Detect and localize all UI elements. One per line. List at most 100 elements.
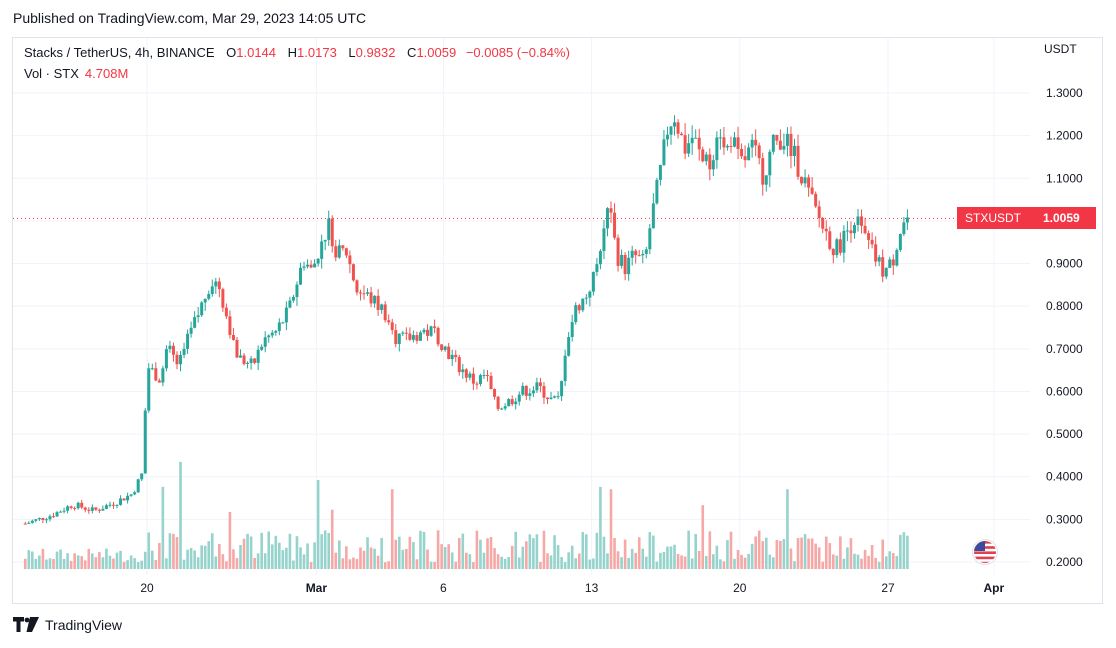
candle-body (542, 386, 546, 398)
volume-bar (673, 544, 676, 569)
candle-body (556, 396, 560, 398)
candle-body (845, 230, 849, 232)
volume-bar (747, 553, 750, 569)
candle-body (217, 281, 221, 290)
volume-bar (697, 550, 701, 569)
volume-bar (419, 530, 422, 569)
volume-bar (48, 558, 52, 569)
candle-body (641, 253, 645, 256)
volume-bar (902, 532, 906, 569)
volume-bar (807, 538, 810, 569)
volume-bar (461, 533, 465, 569)
candle-body (37, 517, 41, 520)
volume-bar (542, 530, 546, 569)
candle-body (616, 237, 620, 266)
ohlc-legend: Stacks / TetherUS, 4h, BINANCE O1.0144 H… (24, 45, 570, 60)
volume-bar (560, 557, 563, 569)
volume-bar (567, 552, 570, 569)
candle-body (637, 255, 641, 257)
candle-body (817, 206, 821, 218)
candle-body (97, 509, 101, 511)
volume-bar (634, 552, 638, 569)
us-flag-icon[interactable] (972, 539, 998, 565)
tradingview-logo-icon (13, 617, 39, 632)
volume-bar (355, 558, 359, 569)
candle-body (803, 177, 807, 184)
candle-body (380, 304, 384, 310)
candle-body (895, 249, 899, 266)
volume-bar (719, 559, 722, 569)
volume-bar (525, 541, 528, 569)
volume-bar (306, 543, 309, 569)
candle-body (387, 320, 391, 323)
volume-bar (235, 558, 239, 569)
candle-body (200, 302, 204, 316)
volume-bar (496, 554, 500, 569)
volume-bar (387, 561, 391, 569)
candle-body (59, 511, 63, 513)
volume-bar (369, 547, 373, 569)
volume-bar (891, 553, 895, 569)
volume-bar (225, 561, 228, 569)
candle-body (740, 148, 744, 157)
volume-bar (489, 537, 493, 569)
volume-bar (80, 556, 84, 569)
volume-bar (884, 556, 888, 569)
volume-bar (295, 536, 299, 569)
volume-bar (454, 561, 458, 569)
candle-body (242, 355, 246, 364)
volume-bar (426, 549, 429, 569)
x-tick-label: 27 (881, 581, 895, 595)
candle-body (581, 298, 585, 311)
published-caption: Published on TradingView.com, Mar 29, 20… (13, 10, 367, 26)
volume-bar (888, 551, 892, 569)
candle-body (478, 375, 482, 384)
candle-body (757, 145, 761, 159)
candle-body (179, 354, 183, 365)
candle-body (119, 498, 123, 505)
volume-bar (659, 552, 662, 569)
candle-body (115, 504, 119, 506)
candle-body (390, 322, 394, 331)
volume-bar (592, 558, 595, 569)
volume-bar (853, 553, 856, 569)
candle-body (567, 336, 571, 356)
volume-bar (59, 549, 62, 569)
candle-body (228, 316, 232, 335)
volume-bar (606, 553, 609, 569)
candle-body (235, 339, 239, 358)
candle-body (436, 327, 440, 345)
candle-body (309, 264, 313, 268)
volume-bar (302, 554, 306, 569)
candle-body (447, 346, 451, 360)
brand-name: TradingView (45, 617, 123, 633)
volume-bar (599, 486, 602, 569)
volume-bar (535, 534, 539, 569)
volume-bar (69, 560, 73, 569)
volume-bar (359, 547, 362, 569)
volume-bar (210, 533, 214, 569)
candle-body (792, 145, 796, 157)
candle-body (613, 212, 617, 238)
candle-body (549, 397, 553, 400)
candle-body (182, 348, 186, 355)
footer-brand[interactable]: TradingView (13, 617, 122, 633)
x-tick-label: 6 (440, 581, 447, 595)
candle-body (73, 507, 77, 509)
candle-body (55, 512, 59, 517)
candle-body (358, 292, 362, 294)
candle-body (489, 375, 493, 390)
volume-bar (503, 558, 507, 569)
symbol-label[interactable]: Stacks / TetherUS, 4h, BINANCE (24, 45, 215, 60)
volume-bar (662, 552, 666, 569)
volume-bar (581, 532, 585, 569)
candle-body (401, 332, 405, 334)
volume-bar (115, 552, 119, 569)
candle-body (66, 506, 70, 511)
candle-body (824, 228, 828, 232)
volume-label[interactable]: Vol · STX (24, 66, 79, 81)
volume-bar (299, 547, 302, 569)
volume-legend: Vol · STX 4.708M (24, 66, 128, 81)
candle-body (750, 139, 754, 148)
